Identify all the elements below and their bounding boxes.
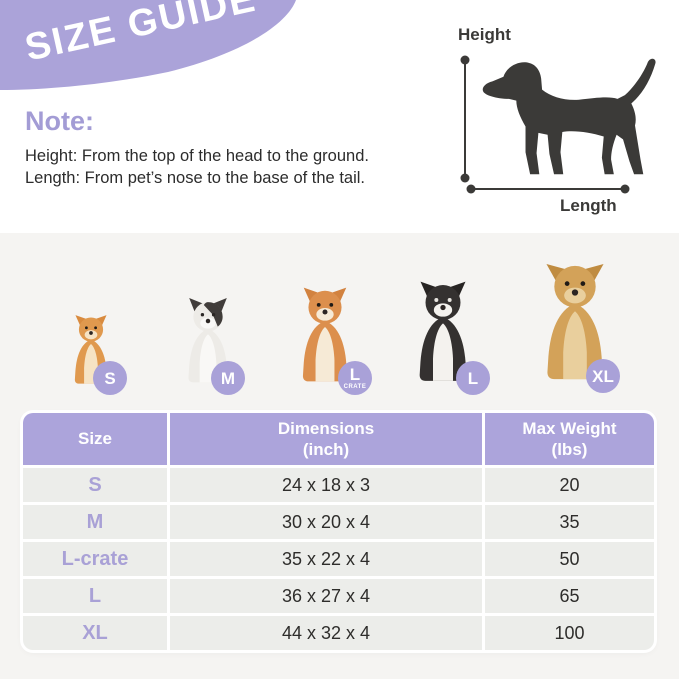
size-badge-l-crate: L CRATE <box>338 361 372 395</box>
banner-ribbon <box>0 0 296 90</box>
length-label: Length <box>560 196 617 215</box>
note-height-definition: Height: From the top of the head to the … <box>25 147 369 165</box>
shiba-inu-illustration <box>302 287 348 382</box>
top-section: SIZE GUIDE Note: Height: From the top of… <box>0 0 679 233</box>
border-collie-illustration <box>419 281 467 381</box>
badge-letter: L <box>467 368 479 388</box>
table-cell-max-weight: 100 <box>485 616 654 650</box>
size-badge-l: L <box>456 361 490 395</box>
table-cell-dimensions: 24 x 18 x 3 <box>170 468 482 502</box>
table-cell-max-weight: 65 <box>485 579 654 613</box>
column-header-max-weight: Max Weight (lbs) <box>485 413 654 465</box>
size-table: Size Dimensions (inch) Max Weight (lbs) … <box>23 413 654 650</box>
dog-french-bulldog: M <box>171 298 245 395</box>
table-cell-max-weight: 50 <box>485 542 654 576</box>
golden-retriever-illustration <box>546 263 604 380</box>
height-label: Height <box>458 25 511 44</box>
table-cell-size: L <box>23 579 167 613</box>
table-cell-dimensions: 44 x 32 x 4 <box>170 616 482 650</box>
table-cell-dimensions: 36 x 27 x 4 <box>170 579 482 613</box>
column-header-dimensions: Dimensions (inch) <box>170 413 482 465</box>
note-heading: Note: <box>25 106 94 136</box>
size-badge-xl: XL <box>586 359 620 393</box>
table-cell-size: M <box>23 505 167 539</box>
badge-letter: L <box>349 365 361 384</box>
table-cell-dimensions: 30 x 20 x 4 <box>170 505 482 539</box>
size-badge-m: M <box>211 361 245 395</box>
note-length-definition: Length: From pet’s nose to the base of t… <box>25 169 365 187</box>
french-bulldog-illustration <box>188 298 228 383</box>
table-cell-max-weight: 20 <box>485 468 654 502</box>
badge-letter: S <box>104 368 116 388</box>
table-cell-max-weight: 35 <box>485 505 654 539</box>
measuring-dog-silhouette <box>460 55 656 194</box>
dog-golden-retriever: XL <box>519 260 631 393</box>
badge-letter: M <box>220 368 236 388</box>
size-badge-s: S <box>93 361 127 395</box>
table-cell-size: XL <box>23 616 167 650</box>
table-cell-dimensions: 35 x 22 x 4 <box>170 542 482 576</box>
dog-pomeranian: S <box>59 314 127 395</box>
dog-border-collie: L <box>394 280 492 395</box>
badge-sub-label: CRATE <box>343 384 367 390</box>
badge-letter: XL <box>592 366 614 386</box>
dog-shiba-inu: L CRATE <box>282 286 372 395</box>
table-cell-size: S <box>23 468 167 502</box>
column-header-size: Size <box>23 413 167 465</box>
table-cell-size: L-crate <box>23 542 167 576</box>
measure-diagram: Height Length <box>438 15 670 227</box>
bottom-section: S M <box>0 233 679 679</box>
